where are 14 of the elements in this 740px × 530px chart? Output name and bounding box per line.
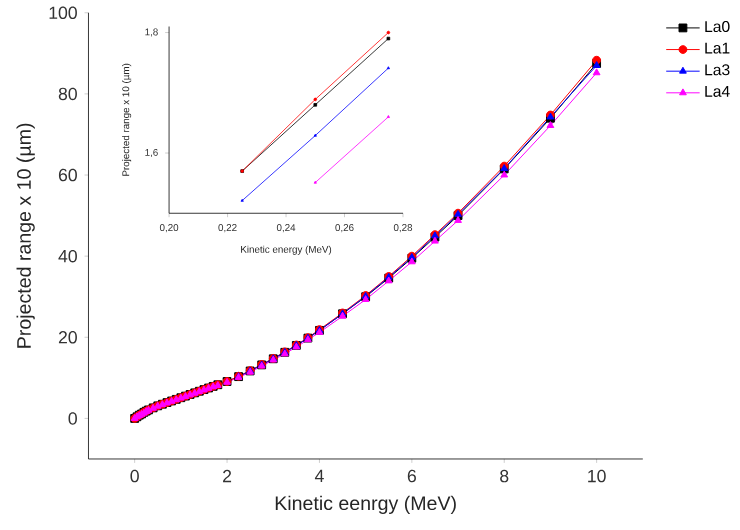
y-tick-label: 80 [58,87,77,101]
x-tick-label: 0 [130,469,139,483]
x-tick-label: 2 [223,469,232,483]
x-tick-label: 6 [407,469,416,483]
y-tick-label: 60 [58,168,77,182]
y-tick-label: 100 [49,6,77,20]
x-tick-label: 4 [314,469,324,483]
y-axis-title: Projected range x 10 (µm) [16,123,35,348]
x-tick-label: 10 [588,469,606,483]
x-axis-title: Kinetic eenrgy (MeV) [275,495,456,515]
y-tick-label: 0 [68,412,77,425]
y-tick-label: 20 [58,331,77,344]
x-tick-label: 8 [500,469,509,483]
y-tick-label: 40 [58,250,77,263]
